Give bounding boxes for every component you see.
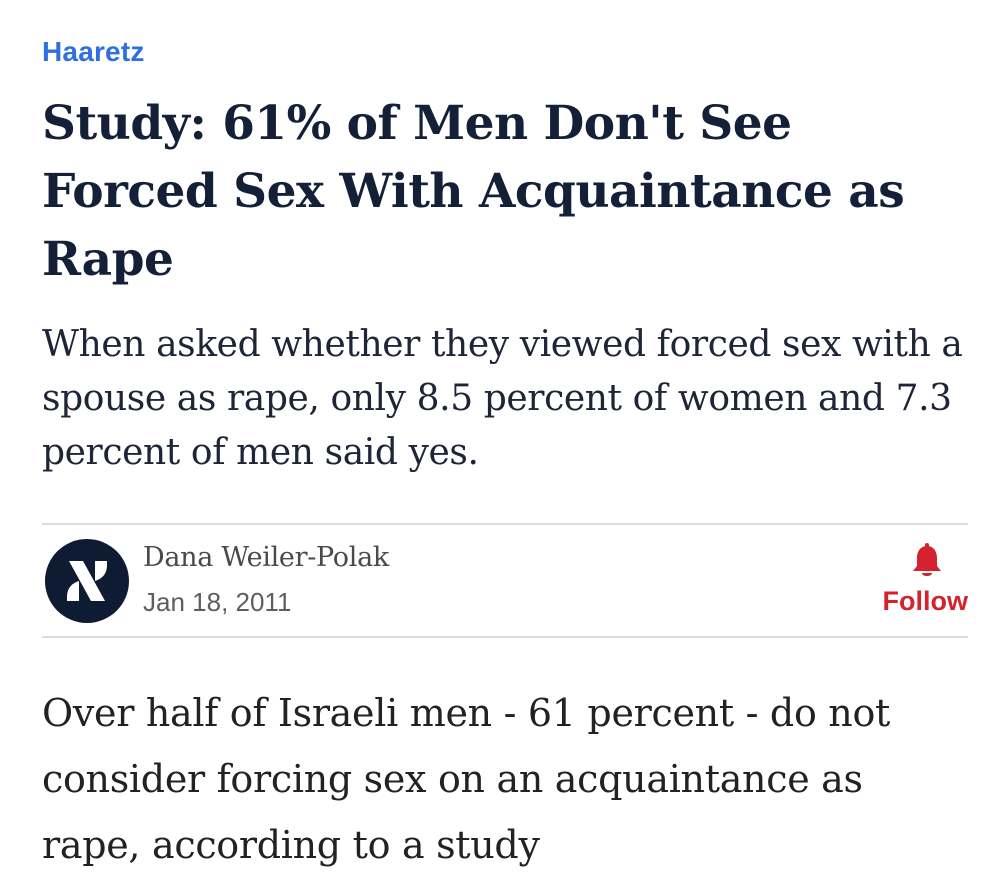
- article-subtitle: When asked whether they viewed forced se…: [42, 324, 963, 473]
- byline-divider-top: [42, 523, 968, 525]
- bell-icon: [910, 543, 944, 579]
- follow-button[interactable]: Follow: [868, 543, 968, 623]
- author-name[interactable]: Dana Weiler-Polak: [143, 542, 389, 573]
- publish-date: Jan 18, 2011: [143, 587, 292, 617]
- article-headline: Study: 61% of Men Don't See Forced Sex W…: [42, 96, 905, 287]
- byline-divider-bottom: [42, 636, 968, 638]
- article-body-paragraph: Over half of Israeli men - 61 percent - …: [42, 691, 891, 867]
- publisher-link[interactable]: Haaretz: [42, 36, 145, 67]
- follow-label: Follow: [882, 586, 968, 616]
- haaretz-logo-icon[interactable]: [45, 539, 129, 623]
